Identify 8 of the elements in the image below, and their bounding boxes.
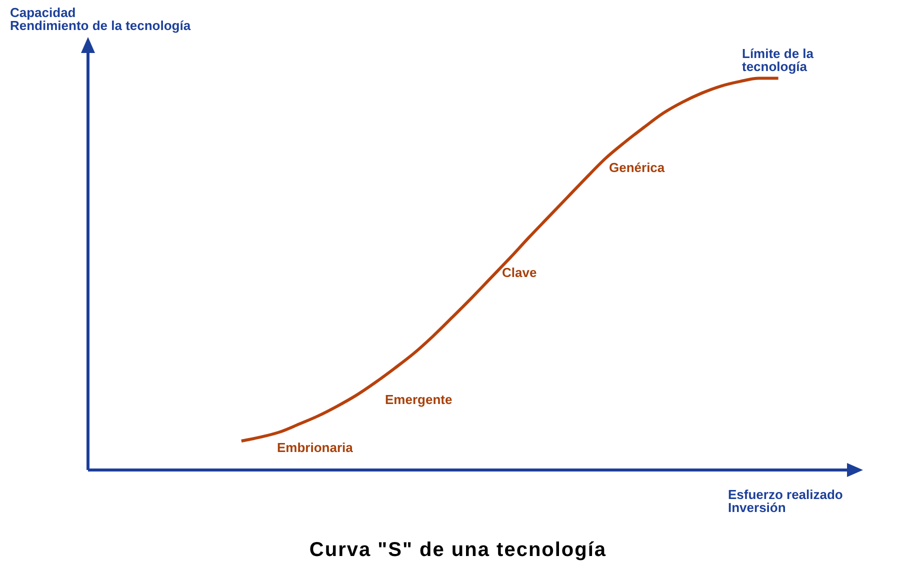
text: Curva "S" de una tecnología xyxy=(308,538,608,562)
x-axis-title: Esfuerzo realizado Inversión xyxy=(728,487,843,515)
annotation: Genérica xyxy=(609,160,665,175)
y-axis-title: Capacidad Rendimiento de la tecnología xyxy=(10,5,191,33)
annotation: Clave xyxy=(502,265,537,280)
text: Límite de la tecnología xyxy=(742,46,814,74)
annotation: Embrionaria xyxy=(277,440,353,455)
annotation: Emergente xyxy=(385,392,452,407)
